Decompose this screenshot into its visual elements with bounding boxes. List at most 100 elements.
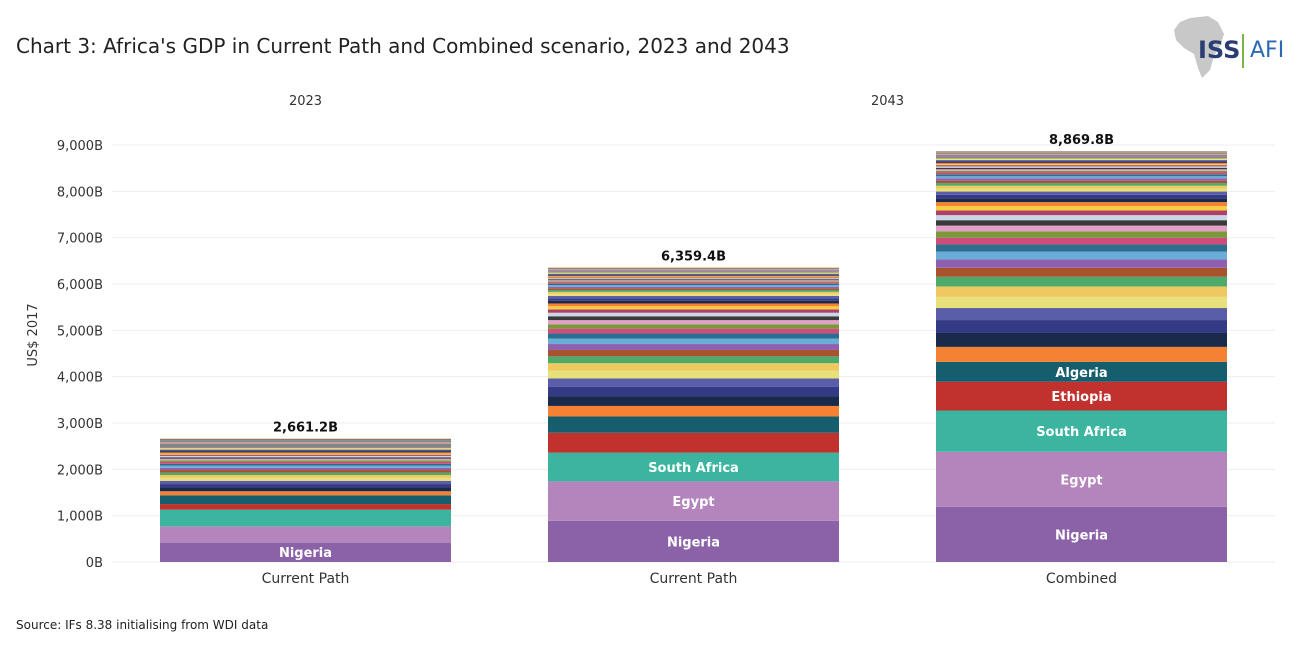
bar-segment	[936, 162, 1227, 164]
segment-label: Egypt	[1060, 473, 1102, 488]
bar-segment	[936, 174, 1227, 177]
bar-segment	[936, 180, 1227, 184]
bar-segment	[160, 543, 451, 562]
total-label: 8,869.8B	[1049, 133, 1114, 148]
africa-map-icon	[1174, 16, 1224, 78]
bar-segment	[160, 480, 451, 485]
y-tick-label: 5,000B	[57, 324, 103, 339]
bar-segment	[548, 452, 839, 482]
bar-segment	[936, 381, 1227, 411]
bar-segment	[548, 386, 839, 397]
y-tick-label: 2,000B	[57, 463, 103, 478]
segment-label: Ethiopia	[1051, 390, 1111, 405]
bar-segment	[936, 155, 1227, 157]
bar-segment	[160, 475, 451, 478]
bar-segment	[548, 293, 839, 297]
bar-segment	[936, 346, 1227, 362]
bar-segment	[936, 202, 1227, 207]
bar-segment	[160, 445, 451, 447]
bar-segment	[936, 332, 1227, 347]
bar-segment	[548, 370, 839, 379]
bar-segment	[548, 290, 839, 292]
y-tick-label: 7,000B	[57, 232, 103, 247]
bar-segment	[548, 481, 839, 521]
bar-segment	[548, 309, 839, 313]
bar-segment	[936, 410, 1227, 452]
group-label: 2043	[871, 94, 904, 109]
bar-segment	[936, 296, 1227, 309]
bar-segment	[936, 156, 1227, 158]
bar-segment	[548, 291, 839, 294]
bar-segment	[160, 460, 451, 462]
bar-segment	[548, 378, 839, 387]
bar-segment	[936, 244, 1227, 252]
bar-segment	[936, 267, 1227, 277]
bar-segment	[548, 298, 839, 301]
bar-segment	[548, 280, 839, 282]
bars	[160, 151, 1227, 562]
segment-label: Nigeria	[1055, 528, 1108, 543]
bar-segment	[548, 282, 839, 284]
segment-label: Nigeria	[667, 535, 720, 550]
bar-segment	[548, 316, 839, 321]
total-label: 2,661.2B	[273, 421, 338, 436]
y-tick-label: 1,000B	[57, 510, 103, 525]
bar-segment	[936, 276, 1227, 287]
bar-segment	[936, 451, 1227, 507]
bar-segment	[160, 472, 451, 476]
segment-label: Algeria	[1055, 366, 1107, 381]
segment-label: Egypt	[672, 495, 714, 510]
bar-segment	[160, 458, 451, 461]
bar-segment	[548, 306, 839, 310]
bar-segment	[936, 167, 1227, 170]
bar-segment	[160, 446, 451, 448]
bar-segment	[160, 446, 451, 447]
bar-segment	[160, 504, 451, 510]
bar-segment	[936, 163, 1227, 166]
bar-segment	[936, 160, 1227, 161]
y-tick-label: 8,000B	[57, 185, 103, 200]
y-tick-label: 4,000B	[57, 371, 103, 386]
segment-label: Nigeria	[279, 546, 332, 561]
bar-segment	[936, 185, 1227, 189]
bar-segment	[936, 506, 1227, 562]
x-category-label: Combined	[1046, 571, 1117, 587]
total-label: 6,359.4B	[661, 249, 726, 264]
bar-segment	[548, 363, 839, 371]
bar-segment	[936, 237, 1227, 245]
bar-segment	[548, 328, 839, 334]
bar-segment	[160, 509, 451, 527]
bar-segment	[160, 452, 451, 454]
bar-segment	[936, 161, 1227, 163]
segment-label: South Africa	[1036, 425, 1127, 440]
bar-segment	[936, 159, 1227, 161]
bar-segment	[548, 396, 839, 406]
bar-segment	[548, 356, 839, 364]
bar-segment	[548, 296, 839, 299]
bar-segment	[936, 308, 1227, 321]
bar-segment	[548, 272, 839, 273]
bar-segment	[936, 155, 1227, 156]
bar-segment	[548, 324, 839, 329]
bar-segment	[160, 467, 451, 471]
bar-segment	[160, 470, 451, 473]
bar-segment	[936, 251, 1227, 260]
bar-segment	[160, 455, 451, 458]
bar-segment	[936, 320, 1227, 333]
bar-segment	[160, 449, 451, 451]
labels: 2023 2043 2,661.2B Current Path Nigeria 6,359…	[262, 94, 1127, 587]
bar-segment	[936, 176, 1227, 179]
logo-text-secondary: AFI	[1250, 38, 1285, 63]
bar-segment	[936, 220, 1227, 226]
bar-segment	[548, 276, 839, 278]
bar-segment	[160, 463, 451, 466]
bar-segment	[548, 338, 839, 345]
bar-segment	[548, 286, 839, 289]
group-label: 2023	[289, 94, 322, 109]
bar-segment	[548, 278, 839, 280]
bar-segment	[548, 274, 839, 276]
bar-segment	[548, 405, 839, 417]
x-category-label: Current Path	[262, 571, 350, 587]
bar-segment	[160, 457, 451, 459]
chart-title: Chart 3: Africa's GDP in Current Path an…	[16, 34, 790, 58]
